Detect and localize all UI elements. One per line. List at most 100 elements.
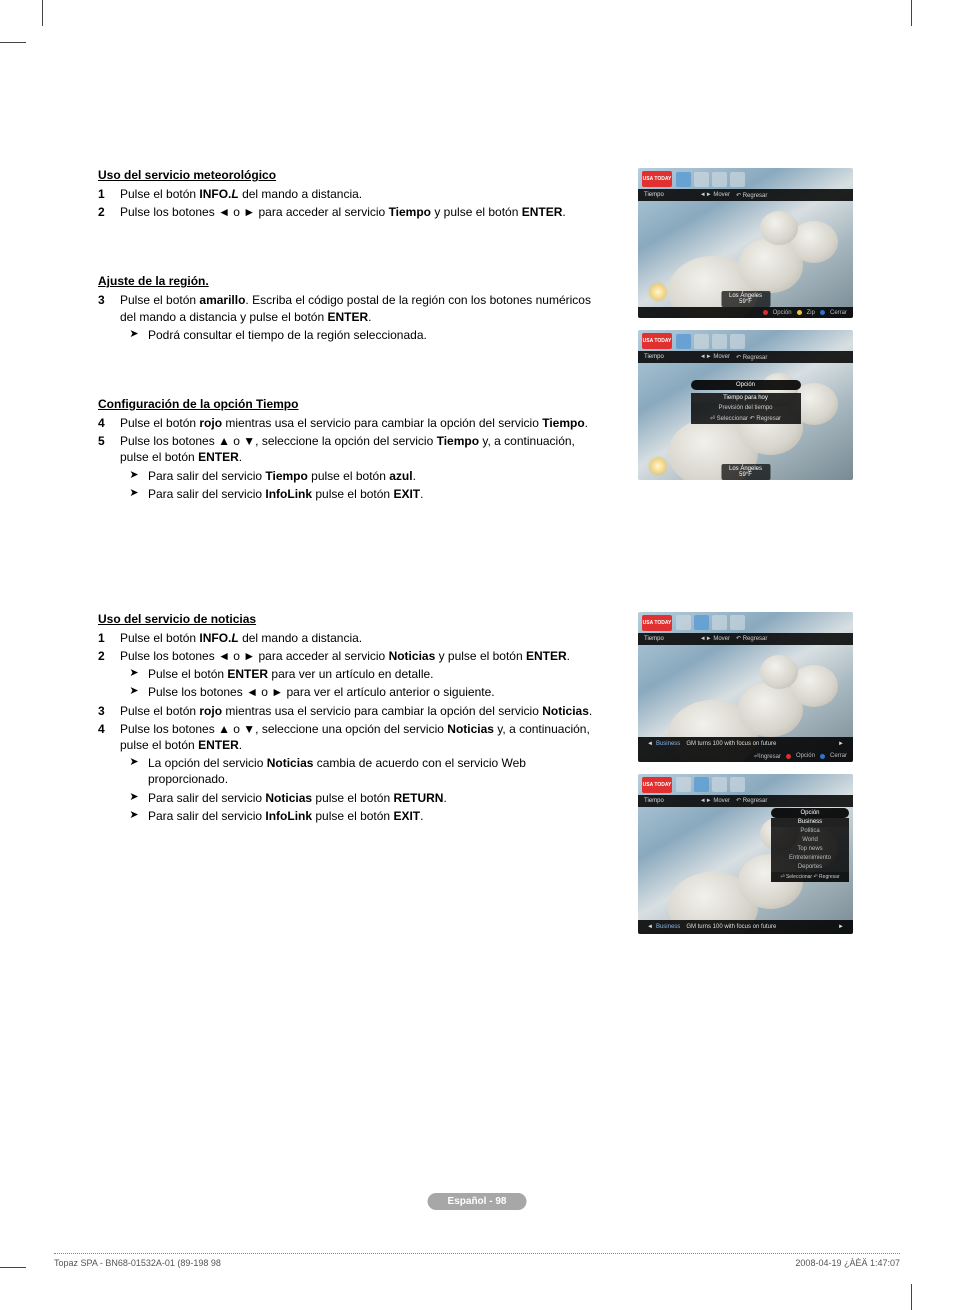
sun-icon (650, 458, 666, 474)
crop-mark (0, 1267, 26, 1268)
top-icon (730, 777, 745, 792)
step-text: Pulse los botones ▲ o ▼, seleccione una … (120, 721, 598, 824)
step-sub-text: Para salir del servicio InfoLink pulse e… (148, 808, 598, 824)
subbar-label: Tiempo (644, 192, 664, 198)
subbar-back: ↶ Regresar (736, 635, 767, 642)
arrow-icon: ➤ (120, 468, 148, 484)
step-number: 4 (98, 721, 120, 824)
menu-item: Politica (771, 827, 849, 836)
subbar-mover: ◄► Mover (700, 798, 730, 804)
section-title: Configuración de la opción Tiempo (98, 397, 598, 411)
top-icon (676, 334, 691, 349)
step-sub-text: Podrá consultar el tiempo de la región s… (148, 327, 598, 343)
step-item: 3Pulse el botón amarillo. Escriba el cód… (98, 292, 598, 343)
menu-item: World (771, 836, 849, 845)
steps-news: 1Pulse el botón INFO.L del mando a dista… (98, 630, 598, 824)
usa-today-logo: USA TODAY (642, 777, 672, 793)
top-icon (712, 172, 727, 187)
top-icon (694, 615, 709, 630)
steps-timeopt: 4Pulse el botón rojo mientras usa el ser… (98, 415, 598, 502)
dot-icon (820, 310, 825, 315)
step-sub: ➤Para salir del servicio Noticias pulse … (120, 790, 598, 806)
top-icon (712, 334, 727, 349)
step-number: 4 (98, 415, 120, 431)
top-icon (676, 777, 691, 792)
top-icon (676, 172, 691, 187)
figure-weather-2: USA TODAY Tiempo ◄► Mover ↶ Regresar Opc… (638, 330, 853, 480)
step-sub: ➤Para salir del servicio InfoLink pulse … (120, 486, 598, 502)
step-sub: ➤Pulse el botón ENTER para ver un artícu… (120, 666, 598, 682)
step-item: 3Pulse el botón rojo mientras usa el ser… (98, 703, 598, 719)
step-number: 5 (98, 433, 120, 502)
usa-today-logo: USA TODAY (642, 171, 672, 187)
news-caption: ◄ Business GM turns 100 with focus on fu… (638, 737, 853, 751)
step-sub-text: Para salir del servicio Tiempo pulse el … (148, 468, 598, 484)
step-item: 4Pulse los botones ▲ o ▼, seleccione una… (98, 721, 598, 824)
menu-item: Tiempo para hoy (691, 393, 801, 403)
top-icon (694, 334, 709, 349)
arrow-icon: ➤ (120, 327, 148, 343)
subbar-back: ↶ Regresar (736, 192, 767, 199)
dot-icon (786, 754, 791, 759)
step-sub: ➤Para salir del servicio InfoLink pulse … (120, 808, 598, 824)
dot-icon (797, 310, 802, 315)
step-text: Pulse el botón rojo mientras usa el serv… (120, 703, 598, 719)
foot-bar: ⏎Ingresar Opción Cerrar (638, 751, 853, 762)
crop-mark (42, 0, 43, 26)
menu-item: Entretenimiento (771, 854, 849, 863)
step-item: 4Pulse el botón rojo mientras usa el ser… (98, 415, 598, 431)
step-sub: ➤Para salir del servicio Tiempo pulse el… (120, 468, 598, 484)
subbar-back: ↶ Regresar (736, 797, 767, 804)
arrow-icon: ➤ (120, 684, 148, 700)
steps-weather: 1Pulse el botón INFO.L del mando a dista… (98, 186, 598, 220)
option-menu: Opción BusinessPoliticaWorldTop newsEntr… (771, 808, 849, 882)
top-icon (730, 615, 745, 630)
section-title: Uso del servicio de noticias (98, 612, 598, 626)
step-sub: ➤La opción del servicio Noticias cambia … (120, 755, 598, 787)
subbar-label: Tiempo (644, 636, 664, 642)
figure-weather-1: USA TODAY Tiempo ◄► Mover ↶ Regresar Los… (638, 168, 853, 318)
top-icon (712, 615, 727, 630)
subbar-label: Tiempo (644, 354, 664, 360)
arrow-icon: ➤ (120, 666, 148, 682)
crop-mark (911, 0, 912, 26)
step-number: 3 (98, 703, 120, 719)
arrow-icon: ➤ (120, 790, 148, 806)
sun-icon (650, 284, 666, 300)
menu-item: Deportes (771, 863, 849, 872)
usa-today-logo: USA TODAY (642, 333, 672, 349)
step-text: Pulse los botones ◄ o ► para acceder al … (120, 204, 598, 220)
subbar-mover: ◄► Mover (700, 192, 730, 198)
foot-label: Opción (773, 310, 792, 316)
footer-right: 2008-04-19 ¿ÀÈÄ 1:47:07 (795, 1258, 900, 1268)
step-sub-text: Para salir del servicio InfoLink pulse e… (148, 486, 598, 502)
dot-icon (763, 310, 768, 315)
step-sub-text: Para salir del servicio Noticias pulse e… (148, 790, 598, 806)
foot-label: Zip (807, 310, 815, 316)
step-text: Pulse el botón amarillo. Escriba el códi… (120, 292, 598, 343)
menu-item: Business (771, 818, 849, 827)
step-text: Pulse el botón INFO.L del mando a distan… (120, 186, 598, 202)
step-sub-text: La opción del servicio Noticias cambia d… (148, 755, 598, 787)
steps-region: 3Pulse el botón amarillo. Escriba el cód… (98, 292, 598, 343)
top-icon (694, 777, 709, 792)
news-caption: ◄ Business GM turns 100 with focus on fu… (638, 920, 853, 934)
section-title: Ajuste de la región. (98, 274, 598, 288)
menu-hint: ⏎ Seleccionar ↶ Regresar (771, 872, 849, 882)
foot-label: Opción (796, 753, 815, 759)
foot-bar: OpciónZipCerrar (638, 307, 853, 318)
menu-item: Previsión del tiempo (691, 403, 801, 413)
menu-title: Opción (771, 808, 849, 818)
footer-line: Topaz SPA - BN68-01532A-01 (89-198 98 20… (54, 1253, 900, 1268)
step-text: Pulse los botones ◄ o ► para acceder al … (120, 648, 598, 701)
step-sub-text: Pulse los botones ◄ o ► para ver el artí… (148, 684, 598, 700)
foot-label: ⏎Ingresar (754, 753, 781, 760)
step-number: 2 (98, 648, 120, 701)
step-item: 5Pulse los botones ▲ o ▼, seleccione la … (98, 433, 598, 502)
top-icon (730, 334, 745, 349)
option-menu: Opción Tiempo para hoyPrevisión del tiem… (691, 380, 801, 424)
top-icon (676, 615, 691, 630)
foot-label: Cerrar (830, 753, 847, 759)
figure-news-2: USA TODAY Tiempo ◄► Mover ↶ Regresar Opc… (638, 774, 853, 934)
menu-title: Opción (691, 380, 801, 390)
